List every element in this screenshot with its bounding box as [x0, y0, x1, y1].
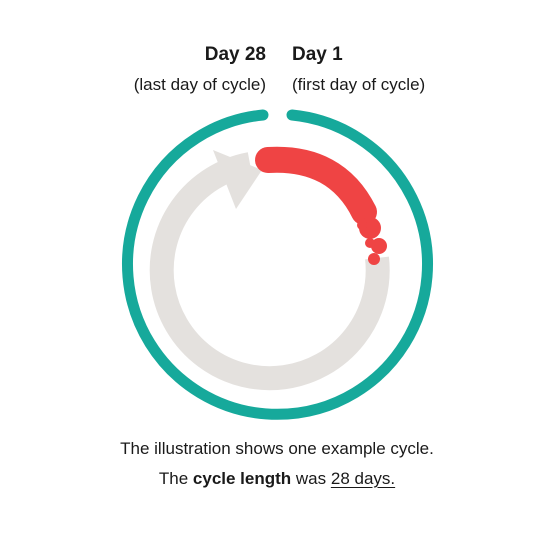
period-band — [255, 146, 377, 225]
day-28-title: Day 28 — [204, 44, 266, 65]
day-28-subtitle: (last day of cycle) — [133, 75, 266, 94]
period-drop — [357, 220, 367, 230]
period-drop — [365, 238, 375, 248]
caption: The illustration shows one example cycle… — [0, 434, 554, 494]
day-1-title: Day 1 — [292, 44, 343, 65]
caption-line-2: The cycle length was 28 days. — [0, 464, 554, 494]
caption-line-1: The illustration shows one example cycle… — [120, 439, 434, 458]
cycle-ring — [122, 109, 433, 420]
caption-middle: was — [291, 469, 331, 488]
period-drop — [368, 253, 380, 265]
cycle-length-term: cycle length — [192, 469, 292, 488]
period-drop — [371, 238, 387, 254]
cycle-arrow-head — [213, 150, 262, 209]
day-28-label: Day 28 (last day of cycle) — [134, 40, 266, 100]
caption-prefix: The — [158, 469, 193, 488]
cycle-length-value: 28 days. — [330, 469, 396, 488]
day-1-subtitle: (first day of cycle) — [292, 75, 426, 94]
day-1-label: Day 1 (first day of cycle) — [292, 40, 425, 100]
cycle-arrow-track — [149, 152, 390, 391]
